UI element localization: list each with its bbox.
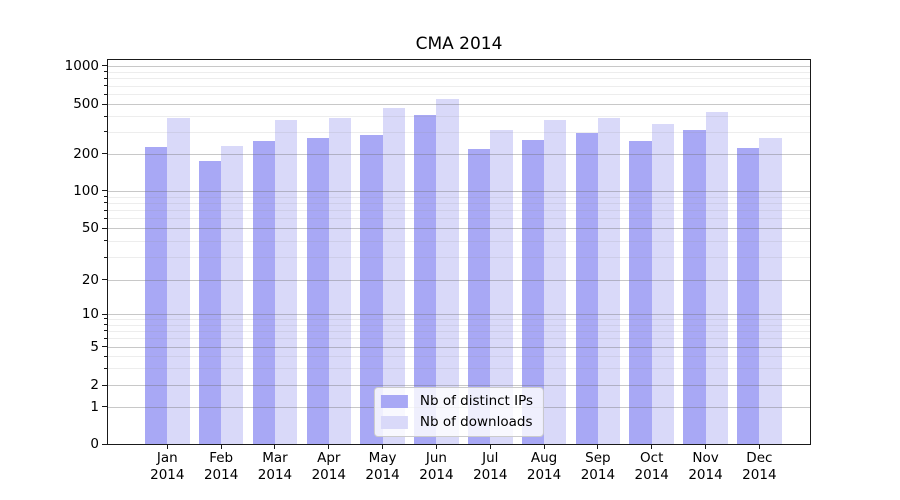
x-tick-label: Aug 2014	[526, 450, 562, 483]
bar-distinct-ips-apr	[306, 138, 329, 444]
bar-downloads-jul	[490, 129, 513, 444]
bar-downloads-nov	[705, 111, 728, 444]
y-tick-label: 500	[73, 96, 99, 113]
bar-distinct-ips-dec	[737, 148, 760, 444]
legend-swatch-downloads	[380, 416, 408, 429]
bar-downloads-mar	[274, 119, 298, 444]
y-tick-label: 1000	[64, 57, 99, 74]
y-tick-label: 2	[90, 377, 99, 394]
bar-distinct-ips-feb	[198, 160, 222, 444]
bar-downloads-oct	[651, 123, 674, 444]
x-tick-label: Feb 2014	[203, 450, 239, 483]
bar-distinct-ips-may	[360, 135, 383, 444]
x-tick-label: Jul 2014	[473, 450, 508, 483]
y-tick-label: 100	[73, 182, 99, 199]
x-tick-label: Mar 2014	[257, 450, 293, 483]
bar-downloads-feb	[221, 146, 244, 444]
bar-distinct-ips-jul	[467, 148, 491, 444]
bar-distinct-ips-jun	[414, 114, 437, 444]
y-tick-label: 10	[81, 306, 99, 323]
bar-distinct-ips-oct	[629, 141, 652, 444]
bar-downloads-aug	[544, 119, 567, 444]
y-tick-label: 200	[73, 145, 99, 162]
legend-item-downloads: Nb of downloads	[380, 414, 533, 430]
bar-distinct-ips-sep	[575, 133, 598, 444]
bar-downloads-jan	[167, 117, 190, 444]
bar-downloads-apr	[328, 117, 352, 444]
y-tick-label: 5	[90, 338, 99, 355]
chart-title: CMA 2014	[415, 34, 503, 54]
bar-downloads-sep	[597, 117, 621, 444]
bar-downloads-dec	[759, 137, 782, 444]
bar-downloads-may	[382, 108, 405, 444]
bar-distinct-ips-nov	[683, 129, 706, 444]
bar-distinct-ips-jan	[145, 147, 168, 444]
y-tick-label: 50	[81, 220, 99, 237]
legend-item-distinct-ips: Nb of distinct IPs	[380, 393, 534, 409]
x-tick-label: Nov 2014	[688, 450, 723, 483]
legend: Nb of distinct IPs Nb of downloads	[373, 387, 545, 437]
y-tick-label: 0	[90, 436, 99, 452]
legend-label-downloads: Nb of downloads	[419, 414, 533, 430]
x-tick-label: Sep 2014	[580, 450, 616, 483]
bar-downloads-jun	[436, 98, 459, 444]
plot-area: Nb of distinct IPs Nb of downloads	[107, 59, 811, 445]
y-tick-label: 1	[90, 398, 99, 415]
x-tick-label: May 2014	[365, 450, 400, 483]
x-tick-label: Jan 2014	[150, 450, 185, 483]
legend-label-distinct-ips: Nb of distinct IPs	[419, 393, 534, 409]
bars-layer	[108, 60, 810, 444]
legend-swatch-distinct-ips	[380, 395, 408, 408]
bar-distinct-ips-aug	[521, 139, 545, 444]
x-tick-label: Dec 2014	[742, 450, 777, 483]
y-tick-label: 20	[81, 271, 99, 288]
x-tick-label: Jun 2014	[419, 450, 454, 483]
bar-distinct-ips-mar	[252, 141, 275, 444]
x-tick-label: Oct 2014	[634, 450, 669, 483]
x-tick-label: Apr 2014	[311, 450, 346, 483]
